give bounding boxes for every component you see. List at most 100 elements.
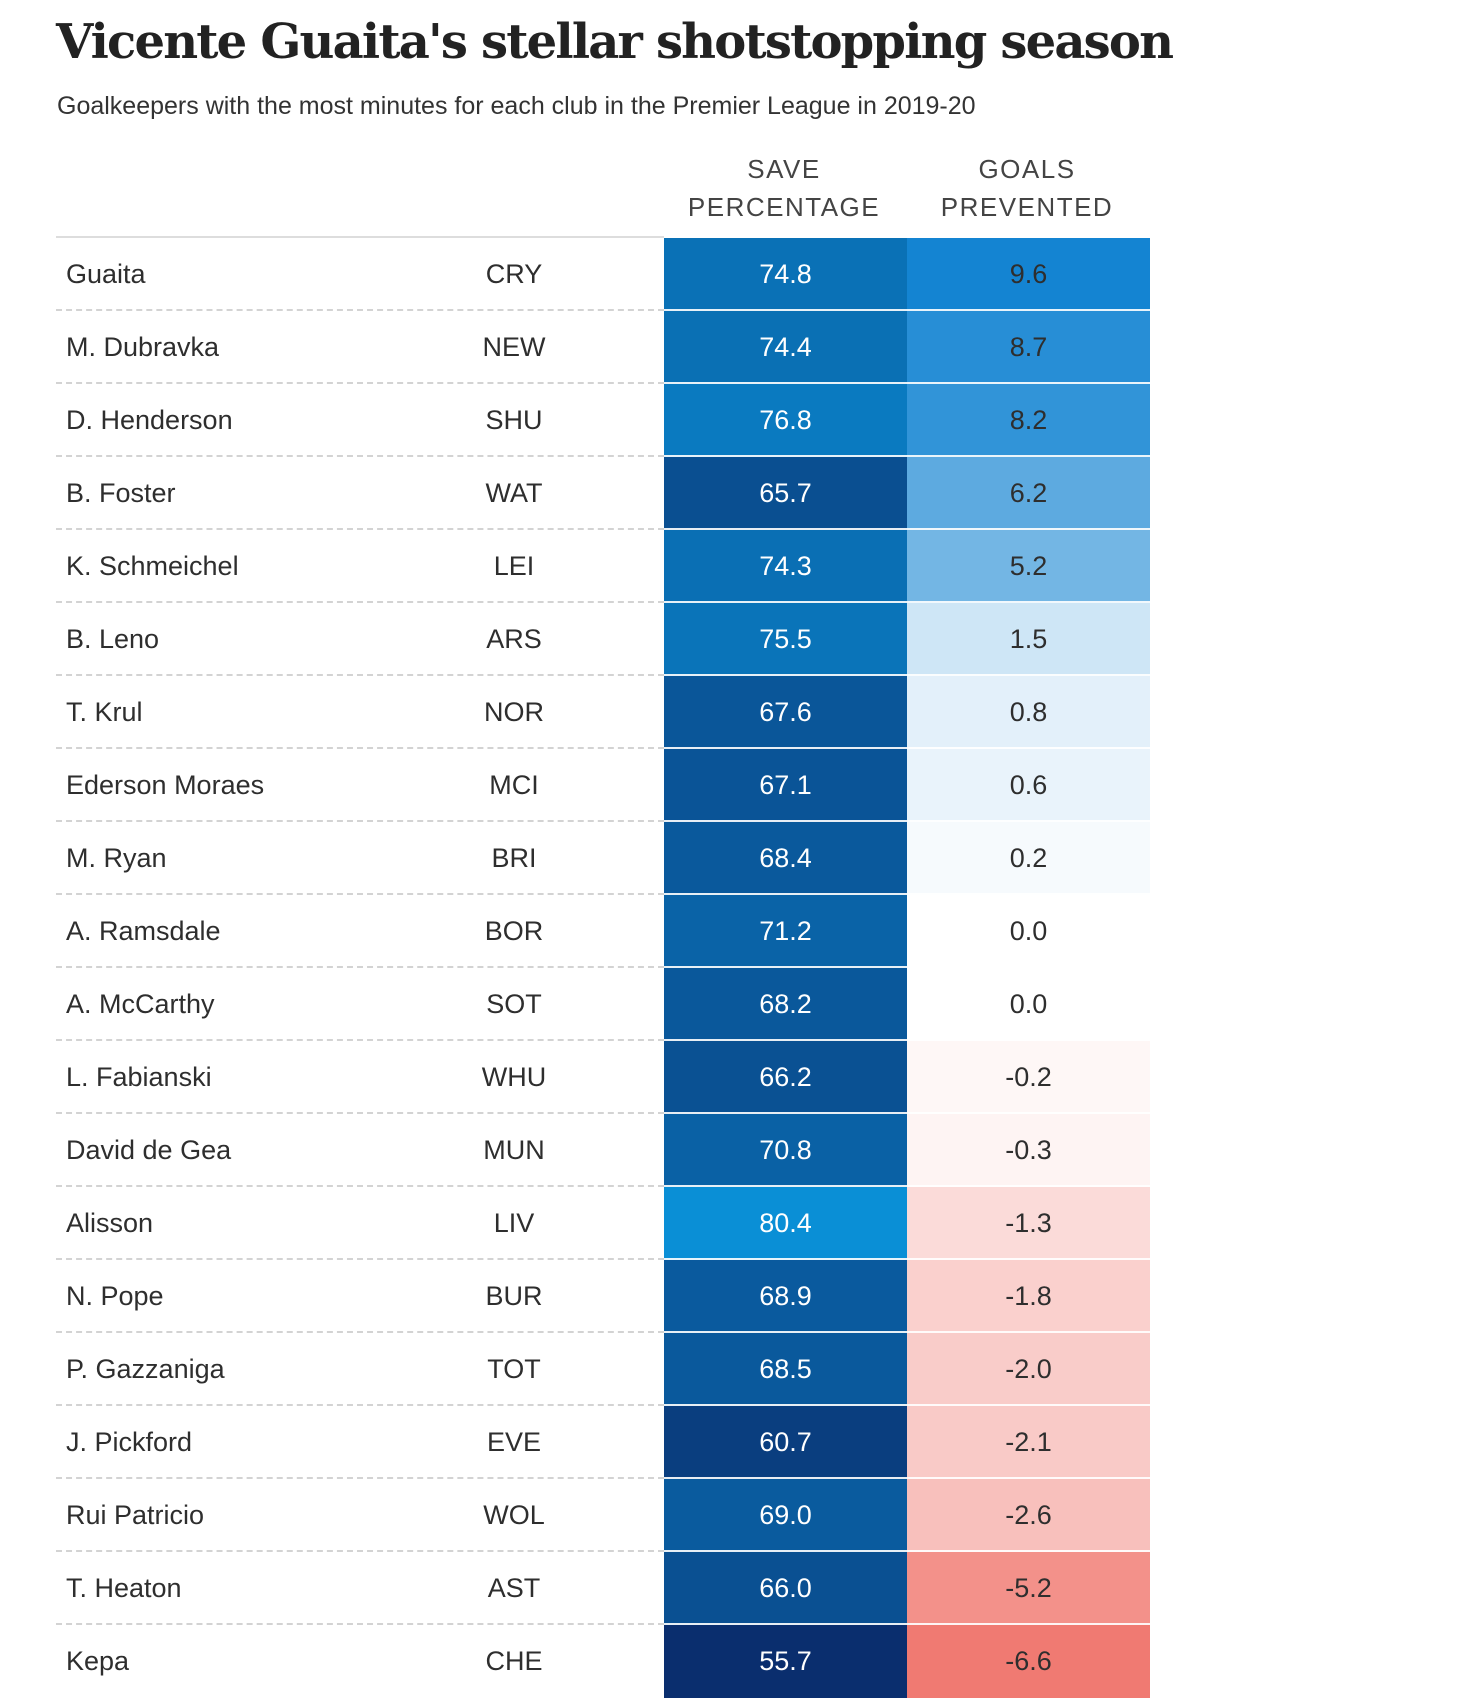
row-divider xyxy=(56,309,664,311)
cell-divider xyxy=(664,1331,1150,1333)
goalkeeper-name: K. Schmeichel xyxy=(66,551,239,581)
save-percentage-cell: 55.7 xyxy=(664,1625,907,1698)
table-row: Alisson LIV 80.4 -1.3 xyxy=(56,1187,1150,1260)
goalkeeper-name: Alisson xyxy=(66,1208,154,1238)
table-row: Rui Patricio WOL 69.0 -2.6 xyxy=(56,1479,1150,1552)
club-code: CRY xyxy=(485,259,543,289)
club-code: BUR xyxy=(485,1281,543,1311)
save-percentage-cell: 69.0 xyxy=(664,1479,907,1552)
row-divider xyxy=(56,966,664,968)
goals-prevented-cell: 5.2 xyxy=(907,530,1150,603)
goalkeeper-name: A. McCarthy xyxy=(66,989,215,1019)
goalkeeper-name: P. Gazzaniga xyxy=(66,1354,225,1384)
save-percentage-cell: 67.1 xyxy=(664,749,907,822)
goalkeeper-name: D. Henderson xyxy=(66,405,233,435)
table-row: A. Ramsdale BOR 71.2 0.0 xyxy=(56,895,1150,968)
club-code: NEW xyxy=(482,332,546,362)
goals-prevented-cell: -2.6 xyxy=(907,1479,1150,1552)
row-divider xyxy=(56,1550,664,1552)
cell-divider xyxy=(664,528,1150,530)
club-code: MCI xyxy=(489,770,539,800)
cell-divider xyxy=(664,820,1150,822)
goals-prevented-cell: -0.2 xyxy=(907,1041,1150,1114)
goals-prevented-cell: -6.6 xyxy=(907,1625,1150,1698)
goalkeeper-name: B. Foster xyxy=(66,478,176,508)
goals-prevented-cell: -0.3 xyxy=(907,1114,1150,1187)
club-code: MUN xyxy=(483,1135,545,1165)
cell-divider xyxy=(664,1623,1150,1625)
goals-prevented-cell: 0.0 xyxy=(907,895,1150,968)
table-row: T. Krul NOR 67.6 0.8 xyxy=(56,676,1150,749)
save-percentage-cell: 67.6 xyxy=(664,676,907,749)
table-row: Guaita CRY 74.8 9.6 xyxy=(56,238,1150,311)
goalkeeper-name: Kepa xyxy=(66,1646,130,1676)
save-percentage-cell: 60.7 xyxy=(664,1406,907,1479)
goals-prevented-cell: 0.6 xyxy=(907,749,1150,822)
table-row: D. Henderson SHU 76.8 8.2 xyxy=(56,384,1150,457)
row-divider xyxy=(56,1185,664,1187)
club-code: EVE xyxy=(486,1427,542,1457)
club-code: CHE xyxy=(485,1646,543,1676)
cell-divider xyxy=(664,966,1150,968)
table-row: B. Leno ARS 75.5 1.5 xyxy=(56,603,1150,676)
table-row: Ederson Moraes MCI 67.1 0.6 xyxy=(56,749,1150,822)
goals-prevented-cell: -1.8 xyxy=(907,1260,1150,1333)
row-divider xyxy=(56,1623,664,1625)
table-row: T. Heaton AST 66.0 -5.2 xyxy=(56,1552,1150,1625)
save-percentage-cell: 68.9 xyxy=(664,1260,907,1333)
row-divider xyxy=(56,382,664,384)
table-row: P. Gazzaniga TOT 68.5 -2.0 xyxy=(56,1333,1150,1406)
table-row: L. Fabianski WHU 66.2 -0.2 xyxy=(56,1041,1150,1114)
save-percentage-cell: 70.8 xyxy=(664,1114,907,1187)
cell-divider xyxy=(664,382,1150,384)
goals-prevented-cell: 0.2 xyxy=(907,822,1150,895)
club-code: LEI xyxy=(493,551,535,581)
save-percentage-cell: 71.2 xyxy=(664,895,907,968)
table-row: M. Dubravka NEW 74.4 8.7 xyxy=(56,311,1150,384)
goalkeeper-name: T. Heaton xyxy=(66,1573,182,1603)
club-code: TOT xyxy=(487,1354,541,1384)
goalkeeper-name: M. Dubravka xyxy=(66,332,220,362)
cell-divider xyxy=(664,455,1150,457)
goals-prevented-cell: -1.3 xyxy=(907,1187,1150,1260)
row-divider xyxy=(56,1404,664,1406)
row-divider xyxy=(56,1039,664,1041)
goals-prevented-cell: 0.0 xyxy=(907,968,1150,1041)
goalkeeper-name: L. Fabianski xyxy=(66,1062,212,1092)
club-code: BOR xyxy=(484,916,544,946)
goals-prevented-cell: 9.6 xyxy=(907,238,1150,311)
cell-divider xyxy=(664,1477,1150,1479)
club-code: BRI xyxy=(491,843,537,873)
cell-divider xyxy=(664,1404,1150,1406)
goals-prevented-cell: 8.7 xyxy=(907,311,1150,384)
club-code: SOT xyxy=(486,989,542,1019)
cell-divider xyxy=(664,1039,1150,1041)
save-percentage-cell: 75.5 xyxy=(664,603,907,676)
club-code: WHU xyxy=(481,1062,547,1092)
goalkeeper-name: Ederson Moraes xyxy=(66,770,265,800)
cell-divider xyxy=(664,1550,1150,1552)
table-row: B. Foster WAT 65.7 6.2 xyxy=(56,457,1150,530)
table-row: N. Pope BUR 68.9 -1.8 xyxy=(56,1260,1150,1333)
goalkeeper-table: Guaita CRY 74.8 9.6 M. Dubravka NEW 74.4 8.7 D. … xyxy=(56,238,1150,1698)
column-header-save-percentage: SAVE PERCENTAGE xyxy=(687,154,881,222)
club-code: LIV xyxy=(493,1208,535,1238)
row-divider xyxy=(56,601,664,603)
cell-divider xyxy=(664,1185,1150,1187)
row-divider xyxy=(56,1112,664,1114)
goals-prevented-cell: 1.5 xyxy=(907,603,1150,676)
goalkeeper-name: J. Pickford xyxy=(66,1427,193,1457)
row-divider xyxy=(56,820,664,822)
goalkeeper-name: Rui Patricio xyxy=(66,1500,205,1530)
table-row: M. Ryan BRI 68.4 0.2 xyxy=(56,822,1150,895)
goalkeeper-name: Guaita xyxy=(66,259,146,289)
club-code: AST xyxy=(487,1573,541,1603)
save-percentage-cell: 80.4 xyxy=(664,1187,907,1260)
table-row: Kepa CHE 55.7 -6.6 xyxy=(56,1625,1150,1698)
save-percentage-cell: 68.2 xyxy=(664,968,907,1041)
table-row: J. Pickford EVE 60.7 -2.1 xyxy=(56,1406,1150,1479)
page-subtitle: Goalkeepers with the most minutes for ea… xyxy=(57,92,976,120)
goalkeeper-name: M. Ryan xyxy=(66,843,167,873)
row-divider xyxy=(56,528,664,530)
goals-prevented-cell: -5.2 xyxy=(907,1552,1150,1625)
